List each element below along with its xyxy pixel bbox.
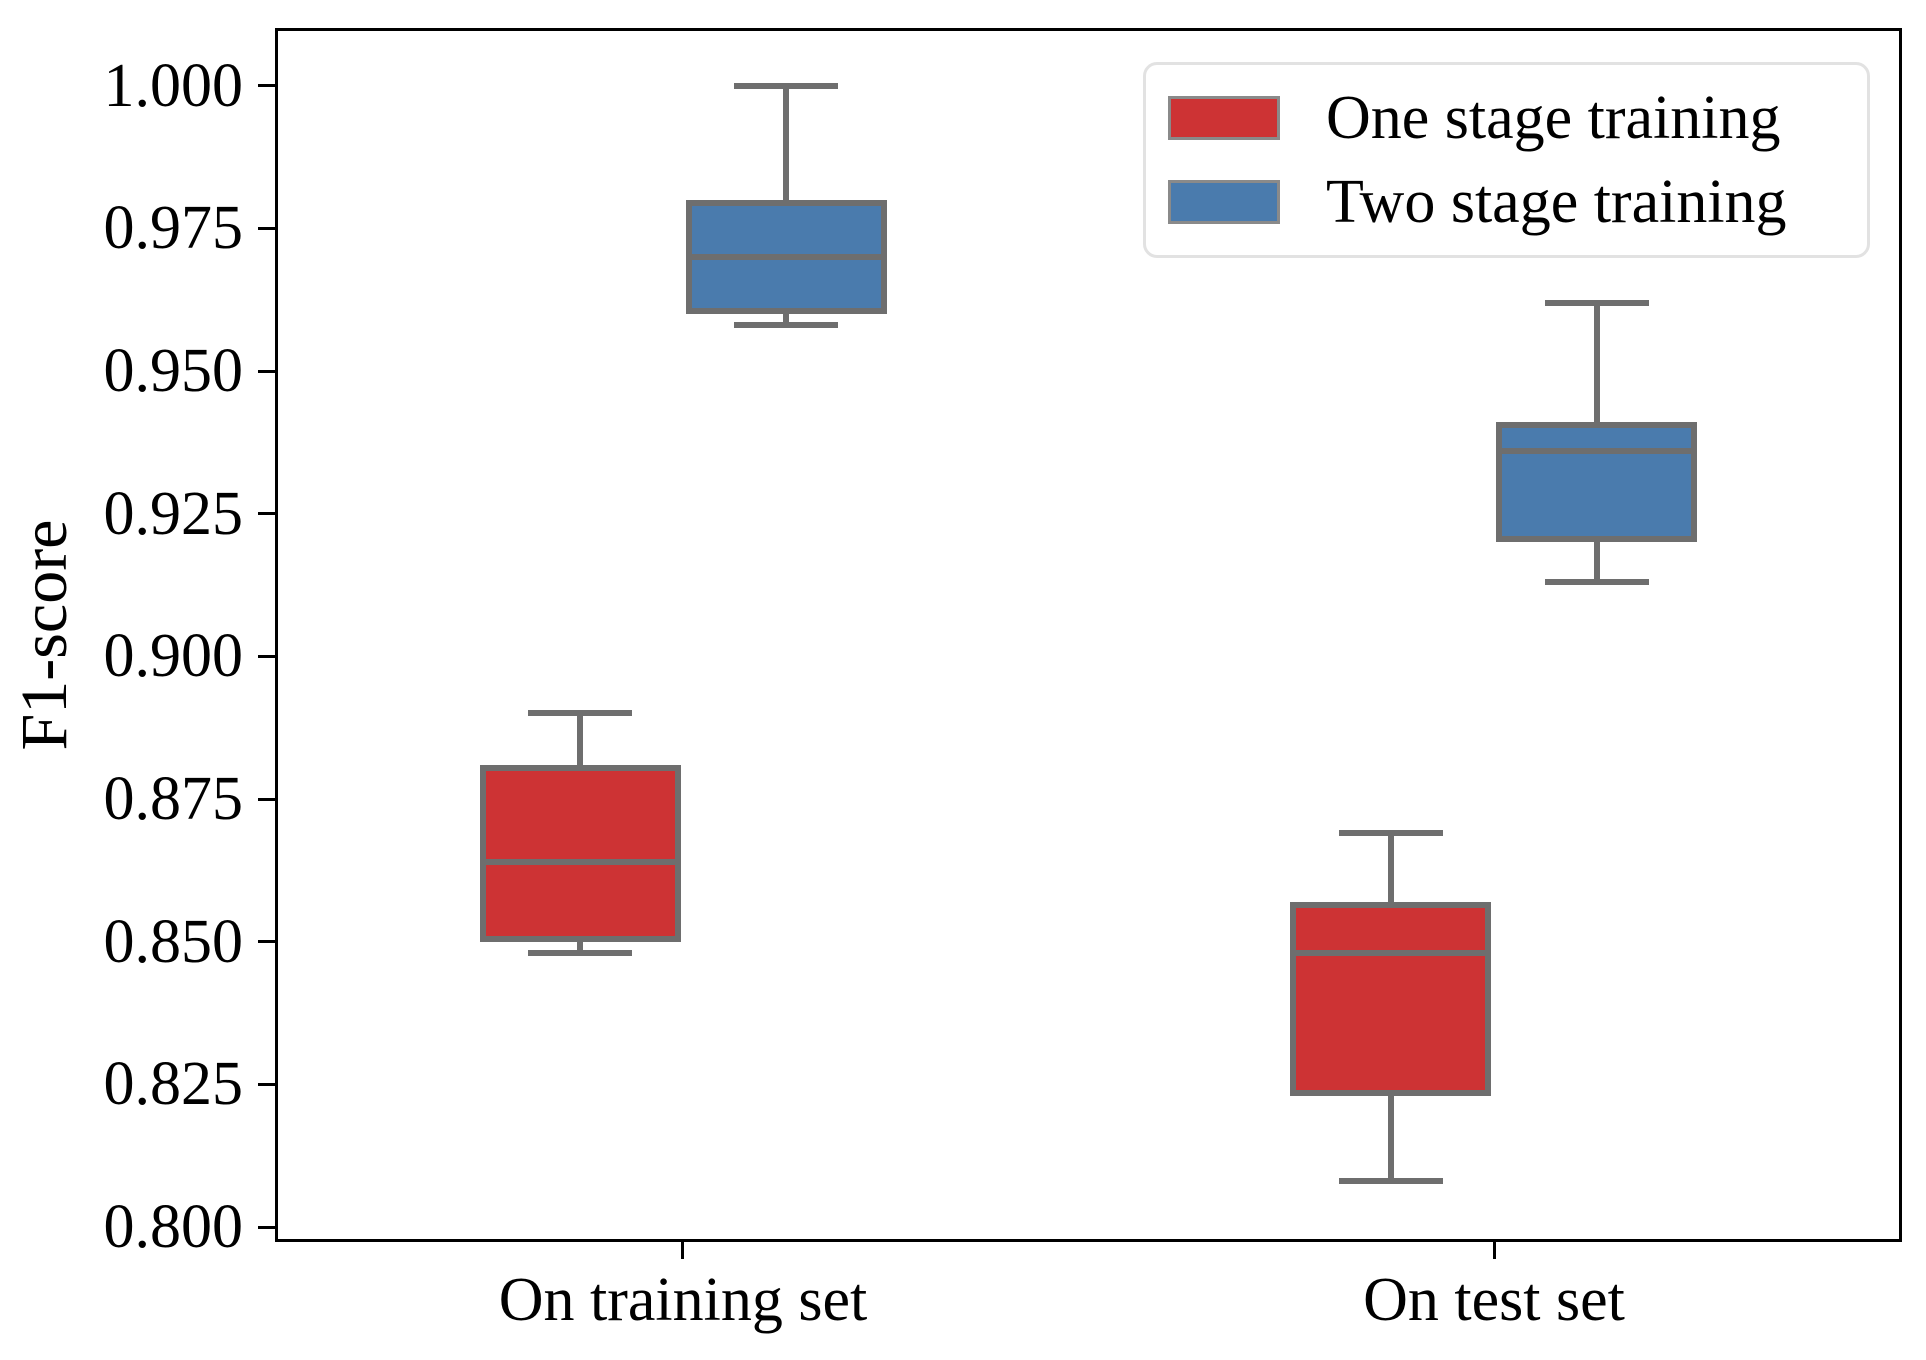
box-rect — [1290, 901, 1492, 1096]
y-tick-label: 1.000 — [103, 51, 244, 120]
box-rect — [479, 764, 681, 942]
whisker-cap — [528, 710, 633, 717]
y-tick-label: 0.900 — [103, 622, 244, 691]
whisker-cap — [734, 322, 839, 329]
legend-entry-two-stage: Two stage training — [1168, 171, 1867, 233]
y-tick-mark — [258, 940, 275, 944]
y-tick-mark — [258, 797, 275, 801]
legend-label-one-stage: One stage training — [1326, 84, 1781, 152]
y-tick-mark — [258, 84, 275, 88]
whisker-line — [783, 85, 790, 200]
median-line — [685, 253, 887, 260]
x-tick-label-test: On test set — [1363, 1266, 1625, 1334]
whisker-line — [1387, 833, 1394, 902]
legend-label-two-stage: Two stage training — [1326, 168, 1787, 236]
y-tick-label: 0.975 — [103, 194, 244, 263]
y-tick-mark — [258, 512, 275, 516]
y-tick-label: 0.875 — [103, 765, 244, 834]
y-tick-label: 0.825 — [103, 1050, 244, 1119]
y-tick-mark — [258, 1082, 275, 1086]
median-line — [1290, 950, 1492, 957]
whisker-line — [1387, 1095, 1394, 1182]
whisker-cap — [1544, 579, 1649, 586]
y-tick-label: 0.950 — [103, 337, 244, 406]
legend: One stage training Two stage training — [1143, 62, 1870, 258]
whisker-cap — [1338, 1178, 1443, 1185]
whisker-cap — [734, 82, 839, 89]
whisker-cap — [1544, 299, 1649, 306]
y-tick-label: 0.800 — [103, 1193, 244, 1262]
x-tick-mark-test — [1493, 1242, 1496, 1259]
legend-entry-one-stage: One stage training — [1168, 87, 1867, 149]
median-line — [479, 858, 681, 865]
y-tick-label: 0.850 — [103, 907, 244, 976]
y-tick-mark — [258, 654, 275, 658]
legend-swatch-one-stage-icon — [1168, 96, 1280, 140]
y-tick-label: 0.925 — [103, 479, 244, 548]
y-tick-mark — [258, 1225, 275, 1229]
x-tick-mark-training — [681, 1242, 684, 1259]
whisker-cap — [528, 950, 633, 957]
x-tick-label-training: On training set — [498, 1266, 868, 1334]
whisker-cap — [1338, 830, 1443, 837]
median-line — [1496, 447, 1698, 454]
whisker-line — [783, 314, 790, 326]
whisker-line — [577, 941, 584, 954]
whisker-line — [1593, 302, 1600, 423]
whisker-line — [577, 713, 584, 765]
y-tick-mark — [258, 369, 275, 373]
box-rect — [1496, 422, 1698, 543]
whisker-line — [1593, 542, 1600, 583]
legend-swatch-two-stage-icon — [1168, 180, 1280, 224]
y-tick-mark — [258, 226, 275, 230]
